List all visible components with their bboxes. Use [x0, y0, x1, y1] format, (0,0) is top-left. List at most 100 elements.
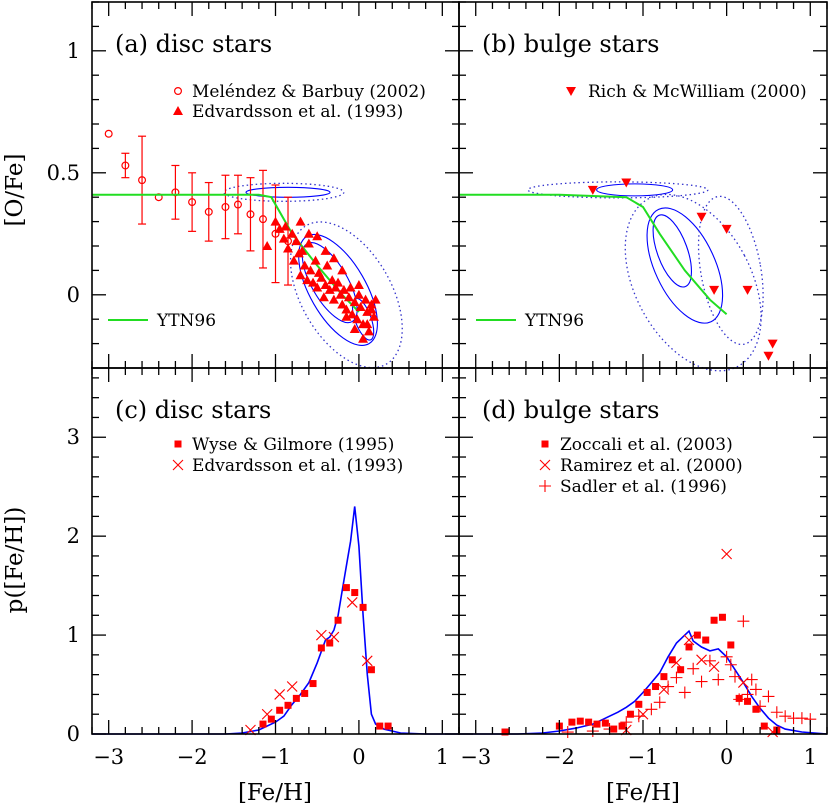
point-d-3: [678, 686, 691, 699]
point-edvardsson-a: [274, 223, 285, 233]
legend-marker-d-1: [541, 440, 549, 448]
point-rich: [587, 185, 598, 195]
point-d-1: [744, 697, 752, 705]
point-rich: [721, 224, 732, 234]
point-melendez: [221, 202, 230, 211]
point-d-1: [693, 631, 701, 639]
point-edvardsson-a: [337, 299, 348, 309]
y-tick-label-c: 3: [67, 425, 80, 449]
legend-c-1: Wyse & Gilmore (1995): [192, 435, 394, 455]
x-tick-label-d: −2: [544, 745, 575, 769]
x-tick-label-d: −1: [628, 745, 659, 769]
point-edvardsson-a: [341, 311, 352, 321]
point-rich: [696, 212, 707, 222]
point-edvardsson-a: [299, 260, 310, 270]
point-d-1: [635, 700, 643, 708]
point-edvardsson-a: [368, 311, 379, 321]
point-edvardsson-a: [328, 294, 339, 304]
point-c-2: [286, 681, 298, 692]
point-edvardsson-a: [327, 275, 338, 285]
point-c-1: [259, 720, 267, 728]
legend-d-3: Sadler et al. (1996): [560, 477, 727, 497]
point-edvardsson-a: [312, 231, 323, 241]
x-tick-label-c: −3: [93, 745, 124, 769]
point-edvardsson-a: [320, 280, 331, 290]
point-edvardsson-a: [345, 282, 356, 292]
y-axis-label-bottom: p([Fe/H]): [2, 507, 28, 614]
point-edvardsson-a: [341, 304, 352, 314]
point-melendez: [188, 198, 197, 207]
x-axis-label-left: [Fe/H]: [238, 780, 312, 806]
point-d-3: [620, 716, 633, 729]
point-edvardsson-a: [352, 314, 363, 324]
point-c-1: [384, 722, 392, 730]
point-d-3: [645, 703, 658, 716]
point-edvardsson-a: [349, 323, 360, 333]
point-d-3: [770, 706, 783, 719]
x-tick-label-c: −2: [177, 745, 208, 769]
point-d-1: [576, 717, 584, 725]
point-d-2: [696, 654, 707, 666]
legend-c-2: Edvardsson et al. (1993): [192, 456, 403, 476]
model-curve-c: [92, 506, 459, 735]
point-edvardsson-a: [353, 289, 364, 299]
point-edvardsson-a: [366, 299, 377, 309]
legend-marker-d-3: [539, 480, 551, 492]
legend-marker-b-1: [566, 87, 576, 96]
point-d-3: [737, 615, 750, 628]
point-edvardsson-a: [333, 277, 344, 287]
point-c-2: [361, 655, 373, 667]
point-melendez: [271, 229, 280, 238]
point-c-1: [326, 639, 334, 647]
legend-marker-a-2: [173, 106, 183, 115]
point-melendez: [246, 210, 255, 219]
point-edvardsson-a: [320, 245, 331, 255]
y-tick-label-c: 2: [67, 524, 80, 548]
point-rich: [763, 351, 774, 361]
legend-d-1: Zoccali et al. (2003): [560, 435, 733, 455]
point-d-2: [721, 548, 733, 560]
point-edvardsson-a: [291, 236, 302, 246]
model-curve-d: [459, 629, 828, 735]
point-c-1: [292, 694, 300, 702]
x-tick-label-d: 1: [804, 745, 817, 769]
contour-b-5: [624, 193, 762, 372]
contour-b-4: [646, 207, 724, 324]
point-c-2: [346, 597, 358, 608]
panel-title-a: (a) disc stars: [115, 30, 272, 58]
point-edvardsson-a: [362, 319, 373, 329]
point-edvardsson-a: [324, 284, 335, 294]
legend-b-1: Rich & McWilliam (2000): [588, 82, 807, 102]
point-edvardsson-a: [362, 306, 373, 316]
point-edvardsson-a: [312, 282, 323, 292]
point-edvardsson-a: [328, 253, 339, 263]
point-edvardsson-a: [262, 241, 273, 250]
contour-a-1: [245, 186, 331, 198]
contour-b-3: [652, 214, 692, 288]
point-c-1: [284, 701, 292, 709]
point-edvardsson-a: [347, 309, 358, 319]
point-melendez: [121, 161, 130, 170]
point-edvardsson-a: [322, 260, 333, 270]
legend-marker-d-2: [539, 459, 551, 471]
legend-marker-c-2: [172, 459, 184, 471]
point-edvardsson-a: [355, 302, 366, 311]
point-d-3: [653, 696, 666, 709]
point-edvardsson-a: [297, 245, 308, 255]
contour-a-5: [289, 221, 403, 369]
point-edvardsson-a: [349, 297, 360, 307]
point-edvardsson-a: [270, 216, 281, 226]
ytn96-line-b: [459, 193, 728, 316]
point-edvardsson-a: [353, 280, 364, 290]
point-edvardsson-a: [330, 282, 341, 292]
point-d-3: [749, 683, 762, 696]
y-tick-label-c: 1: [67, 623, 80, 647]
point-edvardsson-a: [287, 228, 298, 238]
point-d-1: [685, 643, 693, 651]
plot-layer: [92, 86, 828, 739]
point-d-1: [568, 718, 576, 726]
point-d-3: [779, 710, 792, 723]
point-melendez: [233, 200, 242, 209]
y-tick-label-a: 0.5: [47, 161, 80, 185]
